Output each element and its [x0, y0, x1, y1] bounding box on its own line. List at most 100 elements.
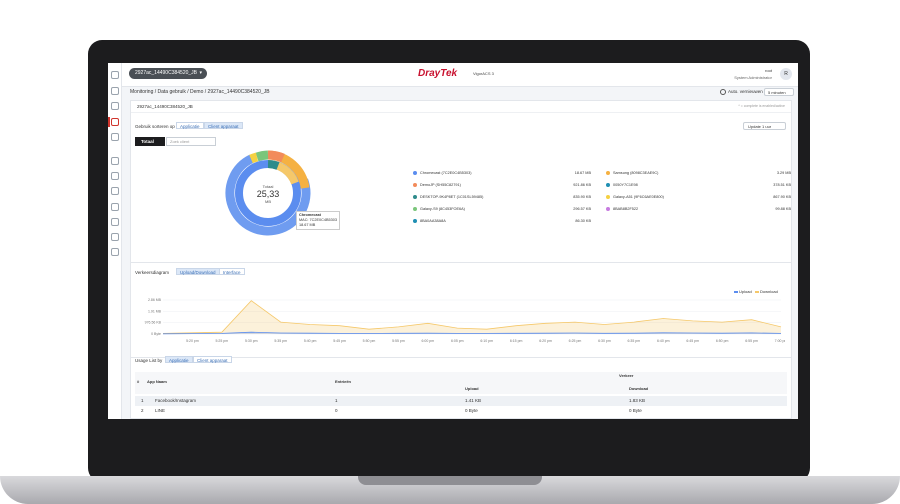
main-panel: 2927ac_14490C384520_JB * = complete is e… — [130, 100, 792, 419]
legend-dot — [413, 195, 417, 199]
legend-client-value: 3.29 MB — [776, 170, 791, 175]
refresh-interval-select[interactable]: 5 minuten — [764, 88, 794, 96]
legend-dot — [413, 219, 417, 223]
legend-client-name[interactable]: Samsung (8098C3EAE9C) — [613, 170, 659, 175]
shield-icon[interactable] — [111, 187, 119, 195]
tab-interface[interactable]: Interface — [219, 268, 245, 275]
list-icon[interactable] — [111, 172, 119, 180]
col-upload[interactable]: Upload — [465, 386, 479, 391]
legend-client-name[interactable]: Galaxy-A51 (9F6C6AE0E800) — [613, 194, 664, 199]
divider — [131, 262, 791, 263]
product-name: VigorACS 3 — [473, 71, 494, 76]
x-tick-label: 6:30 pm — [598, 339, 611, 343]
client-search-input[interactable]: Zoek client — [166, 137, 216, 146]
series-area-download — [163, 300, 781, 334]
laptop-notch — [358, 476, 542, 485]
x-tick-label: 5:45 pm — [333, 339, 346, 343]
legend-client-name[interactable]: Galaxy-S9 (8C453FOE6A) — [420, 206, 465, 211]
y-tick-label: 1.91 MB — [148, 309, 162, 313]
row-number: 1 — [141, 398, 144, 403]
donut-segment — [249, 152, 259, 164]
tab-total[interactable]: Totaal — [135, 137, 165, 146]
menu-icon[interactable] — [111, 71, 119, 79]
document-icon[interactable] — [111, 133, 119, 141]
legend-dot — [606, 171, 610, 175]
col-traffic: Verkeer — [619, 373, 634, 378]
y-tick-label: 2.86 MB — [148, 298, 162, 302]
legend-client-name[interactable]: DESKTOP-9K4P8ET (1C01SL59485) — [420, 194, 484, 199]
y-tick-label: 976.56 KB — [145, 321, 162, 325]
legend-dot — [606, 183, 610, 187]
download-legend-label: Download — [760, 289, 778, 294]
legend-client-value: 99.88 KB — [775, 206, 791, 211]
panel-title: 2927ac_14490C384520_JB — [137, 104, 193, 109]
usage-tab-applicatie[interactable]: Applicatie — [165, 356, 193, 363]
donut-segment — [255, 150, 269, 162]
legend-client-value: 867.90 KB — [773, 194, 791, 199]
usage-tab-client[interactable]: Client apparaat — [193, 356, 232, 363]
breadcrumb-bar: Monitoring / Data gebruik / Demo / 2927a… — [122, 87, 798, 99]
x-tick-label: 6:05 pm — [451, 339, 464, 343]
device-selector[interactable]: 2927ac_14490C384520_JB ▾ — [129, 68, 207, 79]
legend-client-name[interactable]: 8BA0AA38A8A — [420, 218, 446, 223]
x-tick-label: 5:40 pm — [304, 339, 317, 343]
tab-upload-download[interactable]: Upload/Download — [176, 268, 220, 275]
tooltip-value: 18.67 MB — [299, 223, 316, 227]
x-tick-label: 6:50 pm — [716, 339, 729, 343]
legend-client-value: 296.57 KB — [573, 206, 591, 211]
traffic-line-chart: 2.86 MB 1.91 MB 976.56 KB 0 Byte 5:20 pm 5:25… — [145, 298, 785, 343]
row-download: 1.83 KB — [629, 398, 646, 403]
x-tick-label: 6:00 pm — [422, 339, 435, 343]
update-interval-select[interactable]: Update 1 uur — [743, 122, 786, 130]
row-entries: 0 — [335, 408, 338, 413]
upload-legend-swatch — [734, 291, 738, 293]
series-line-download — [162, 300, 782, 334]
legend-client-name[interactable]: 0050Y7C1E98 — [613, 182, 638, 187]
users-icon[interactable] — [111, 233, 119, 241]
table-row[interactable] — [135, 406, 787, 416]
download-legend-swatch — [755, 291, 759, 293]
sort-applicatie-button[interactable]: Applicatie — [176, 122, 204, 129]
donut-center-value: 25,33 — [257, 189, 280, 199]
wrench-icon[interactable] — [111, 157, 119, 165]
gear-icon[interactable] — [111, 218, 119, 226]
globe-icon[interactable] — [111, 203, 119, 211]
legend-client-name[interactable]: 8BAB8B2F522 — [613, 206, 639, 211]
legend-client-value: 835.90 KB — [573, 194, 591, 199]
divider — [131, 112, 791, 113]
legend-client-name[interactable]: Chromecast (7C2E0C4B5303) — [420, 170, 472, 175]
table-row[interactable] — [135, 396, 787, 406]
x-tick-label: 6:35 pm — [628, 339, 641, 343]
series-line-upload — [162, 331, 782, 335]
device-name: 2927ac_14490C384520_JB — [135, 70, 197, 76]
col-entries[interactable]: Entrieën — [335, 379, 352, 384]
legend-client-value: 921.86 KB — [573, 182, 591, 187]
sort-client-button[interactable]: Client apparaat — [204, 122, 243, 129]
avatar[interactable]: R — [780, 68, 792, 80]
chevron-down-icon: ▾ — [199, 70, 202, 76]
x-tick-label: 5:20 pm — [186, 339, 199, 343]
legend-client-value: 378.51 KB — [773, 182, 791, 187]
x-tick-label: 6:20 pm — [539, 339, 552, 343]
row-upload: 1.41 KB — [465, 398, 482, 403]
usage-donut-chart: Totaal 25,33 MB — [225, 150, 311, 236]
legend-client-name[interactable]: DemoJP (SH55C82791) — [420, 182, 461, 187]
refresh-icon[interactable] — [720, 89, 726, 95]
y-tick-label: 0 Byte — [151, 332, 161, 336]
legend-client-value: 18.67 MB — [574, 170, 591, 175]
monitoring-icon[interactable] — [111, 118, 119, 126]
breadcrumb[interactable]: Monitoring / Data gebruik / Demo / 2927a… — [130, 89, 270, 95]
sidebar-active-indicator — [108, 117, 110, 127]
col-app-name[interactable]: App Naam — [147, 379, 167, 384]
x-tick-label: 5:50 pm — [363, 339, 376, 343]
info-icon[interactable] — [111, 248, 119, 256]
x-tick-label: 6:10 pm — [480, 339, 493, 343]
donut-center-unit: MB — [265, 199, 271, 204]
user-name: root — [765, 68, 772, 73]
chart-icon[interactable] — [111, 102, 119, 110]
dashboard-icon[interactable] — [111, 87, 119, 95]
user-role: System Administrator — [734, 75, 772, 80]
col-download[interactable]: Download — [629, 386, 649, 391]
upload-legend-label: Upload — [739, 289, 752, 294]
sidebar — [108, 63, 122, 419]
